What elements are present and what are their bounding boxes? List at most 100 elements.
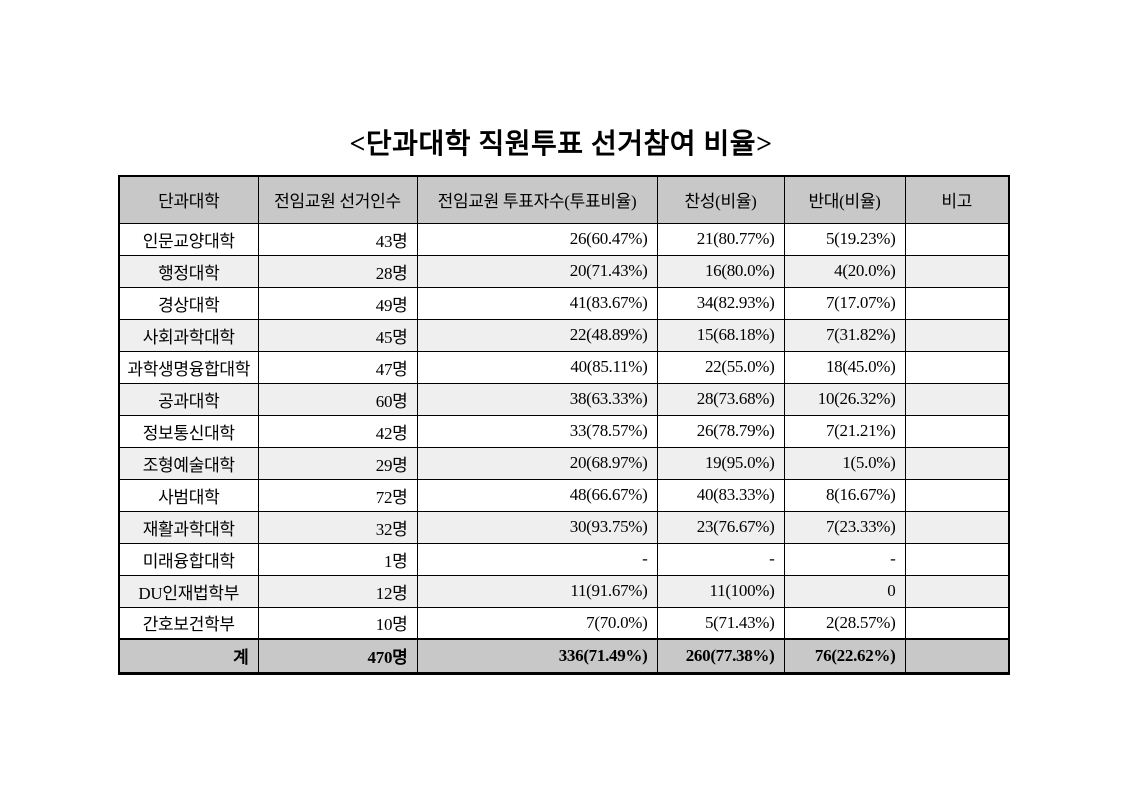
- table-cell: [904, 510, 1010, 544]
- table-cell: 5(19.23%): [783, 222, 906, 256]
- table-cell: 7(21.21%): [783, 414, 906, 448]
- table-cell: [904, 350, 1010, 384]
- table-cell: [904, 222, 1010, 256]
- table-cell: [904, 414, 1010, 448]
- total-oppose: 76(22.62%): [783, 638, 906, 675]
- table-cell: -: [783, 542, 906, 576]
- table-cell: 29명: [257, 446, 418, 480]
- table-cell: 7(23.33%): [783, 510, 906, 544]
- table-cell: 11(91.67%): [416, 574, 658, 608]
- table-row: 과학생명융합대학 47명 40(85.11%) 22(55.0%) 18(45.0%): [118, 350, 1010, 384]
- table-row: 인문교양대학 43명 26(60.47%) 21(80.77%) 5(19.23%): [118, 222, 1010, 256]
- table-cell: 34(82.93%): [656, 286, 785, 320]
- table-cell: 공과대학: [118, 382, 259, 416]
- table-cell: 19(95.0%): [656, 446, 785, 480]
- table-cell: 26(60.47%): [416, 222, 658, 256]
- table-cell: [904, 542, 1010, 576]
- table-cell: 41(83.67%): [416, 286, 658, 320]
- table-row: 경상대학 49명 41(83.67%) 34(82.93%) 7(17.07%): [118, 286, 1010, 320]
- table-cell: [904, 382, 1010, 416]
- total-voters: 336(71.49%): [416, 638, 658, 675]
- table-cell: 26(78.79%): [656, 414, 785, 448]
- table-cell: 인문교양대학: [118, 222, 259, 256]
- column-header-electorate: 전임교원 선거인수: [257, 175, 418, 224]
- table-cell: [904, 254, 1010, 288]
- table-cell: DU인재법학부: [118, 574, 259, 608]
- table-row: 간호보건학부 10명 7(70.0%) 5(71.43%) 2(28.57%): [118, 606, 1010, 640]
- table-row: DU인재법학부 12명 11(91.67%) 11(100%) 0: [118, 574, 1010, 608]
- table-cell: -: [416, 542, 658, 576]
- table-cell: 10(26.32%): [783, 382, 906, 416]
- table-cell: 16(80.0%): [656, 254, 785, 288]
- table-cell: 42명: [257, 414, 418, 448]
- table-cell: 8(16.67%): [783, 478, 906, 512]
- table-cell: [904, 606, 1010, 640]
- table-cell: 재활과학대학: [118, 510, 259, 544]
- table-cell: 72명: [257, 478, 418, 512]
- total-electorate: 470명: [257, 638, 418, 675]
- table-cell: 40(83.33%): [656, 478, 785, 512]
- table-cell: 20(71.43%): [416, 254, 658, 288]
- total-remarks: [904, 638, 1010, 675]
- table-cell: -: [656, 542, 785, 576]
- table-cell: 사범대학: [118, 478, 259, 512]
- table-cell: 48(66.67%): [416, 478, 658, 512]
- table-cell: 15(68.18%): [656, 318, 785, 352]
- table-cell: 행정대학: [118, 254, 259, 288]
- table-cell: 32명: [257, 510, 418, 544]
- total-agree: 260(77.38%): [656, 638, 785, 675]
- table-cell: 사회과학대학: [118, 318, 259, 352]
- table-cell: 1명: [257, 542, 418, 576]
- table-cell: 간호보건학부: [118, 606, 259, 640]
- table-cell: 18(45.0%): [783, 350, 906, 384]
- table-cell: 4(20.0%): [783, 254, 906, 288]
- header-row: 단과대학 전임교원 선거인수 전임교원 투표자수(투표비율) 찬성(비율) 반대…: [118, 175, 1010, 224]
- table-cell: 28명: [257, 254, 418, 288]
- column-header-remarks: 비고: [904, 175, 1010, 224]
- table-cell: 과학생명융합대학: [118, 350, 259, 384]
- table-cell: 12명: [257, 574, 418, 608]
- table-cell: [904, 574, 1010, 608]
- table-cell: 조형예술대학: [118, 446, 259, 480]
- table-cell: 정보통신대학: [118, 414, 259, 448]
- table-cell: 45명: [257, 318, 418, 352]
- table-cell: 43명: [257, 222, 418, 256]
- column-header-college: 단과대학: [118, 175, 259, 224]
- table-cell: 7(70.0%): [416, 606, 658, 640]
- table-row: 정보통신대학 42명 33(78.57%) 26(78.79%) 7(21.21%): [118, 414, 1010, 448]
- table-cell: 5(71.43%): [656, 606, 785, 640]
- total-label: 계: [118, 638, 259, 675]
- table-cell: [904, 286, 1010, 320]
- table-row: 사회과학대학 45명 22(48.89%) 15(68.18%) 7(31.82%): [118, 318, 1010, 352]
- table-cell: 60명: [257, 382, 418, 416]
- total-row: 계 470명 336(71.49%) 260(77.38%) 76(22.62%…: [118, 638, 1010, 675]
- table-cell: 40(85.11%): [416, 350, 658, 384]
- table-cell: 미래융합대학: [118, 542, 259, 576]
- table-row: 재활과학대학 32명 30(93.75%) 23(76.67%) 7(23.33%): [118, 510, 1010, 544]
- table-cell: 20(68.97%): [416, 446, 658, 480]
- table-row: 미래융합대학 1명 - - -: [118, 542, 1010, 576]
- table-cell: 38(63.33%): [416, 382, 658, 416]
- vote-participation-table: 단과대학 전임교원 선거인수 전임교원 투표자수(투표비율) 찬성(비율) 반대…: [118, 175, 1010, 675]
- page-title: <단과대학 직원투표 선거참여 비율>: [349, 129, 773, 160]
- table-cell: 21(80.77%): [656, 222, 785, 256]
- table-cell: [904, 446, 1010, 480]
- table-cell: 22(55.0%): [656, 350, 785, 384]
- table-cell: 0: [783, 574, 906, 608]
- table-cell: 49명: [257, 286, 418, 320]
- table-cell: 2(28.57%): [783, 606, 906, 640]
- table-cell: 23(76.67%): [656, 510, 785, 544]
- table-cell: 33(78.57%): [416, 414, 658, 448]
- column-header-agree: 찬성(비율): [656, 175, 785, 224]
- table-cell: 7(17.07%): [783, 286, 906, 320]
- column-header-voters: 전임교원 투표자수(투표비율): [416, 175, 658, 224]
- table-cell: 11(100%): [656, 574, 785, 608]
- table-cell: 1(5.0%): [783, 446, 906, 480]
- table-cell: [904, 318, 1010, 352]
- table-cell: [904, 478, 1010, 512]
- table-cell: 28(73.68%): [656, 382, 785, 416]
- table-cell: 30(93.75%): [416, 510, 658, 544]
- table-cell: 경상대학: [118, 286, 259, 320]
- table-row: 조형예술대학 29명 20(68.97%) 19(95.0%) 1(5.0%): [118, 446, 1010, 480]
- table-row: 행정대학 28명 20(71.43%) 16(80.0%) 4(20.0%): [118, 254, 1010, 288]
